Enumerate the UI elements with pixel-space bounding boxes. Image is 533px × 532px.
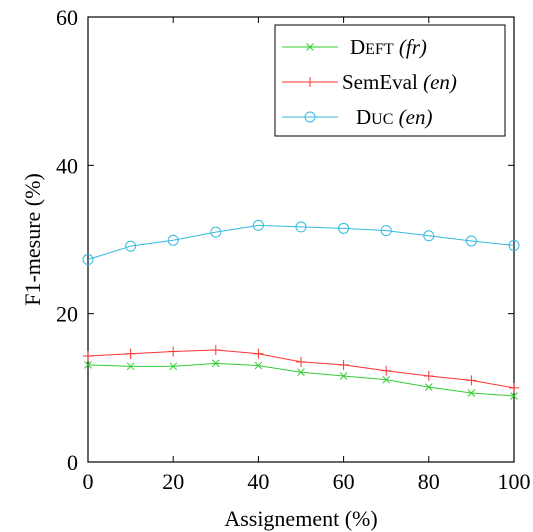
- data-point-duc: [210, 226, 222, 238]
- data-point-duc: [252, 219, 264, 231]
- data-point-deft: [424, 383, 433, 391]
- data-point-semeval: [253, 348, 264, 359]
- legend-entry-semeval: SemEval (en): [282, 70, 457, 94]
- data-point-semeval: [338, 359, 349, 370]
- legend-label-semeval: SemEval (en): [342, 70, 457, 94]
- x-tick-label: 0: [83, 469, 94, 494]
- data-point-duc: [295, 221, 307, 233]
- data-point-deft: [126, 362, 135, 371]
- data-point-semeval: [381, 365, 392, 376]
- axis-ticks: 0 20 40 60 80 100 0 20 40 60: [56, 5, 531, 494]
- legend: DEFT (fr) SemEval (en) DUC (en): [274, 24, 506, 137]
- legend-marker-symbol-deft: [306, 43, 314, 51]
- data-point-duc: [465, 235, 477, 247]
- legend-marker-symbol-semeval: [305, 77, 315, 87]
- data-point-semeval: [509, 382, 519, 393]
- x-tick-label: 80: [418, 469, 440, 494]
- data-point-deft: [297, 368, 305, 377]
- series-line-duc: [87, 224, 515, 261]
- data-point-duc: [82, 254, 94, 266]
- data-point-duc: [167, 234, 179, 246]
- y-tick-label: 20: [56, 302, 78, 327]
- legend-entry-deft: DEFT (fr): [282, 35, 427, 59]
- x-axis-label: Assignement (%): [224, 506, 377, 531]
- y-axis-label: F1-mesure (%): [20, 173, 45, 306]
- data-point-deft: [510, 392, 518, 400]
- legend-label-duc: DUC (en): [356, 105, 432, 129]
- y-tick-label: 60: [56, 5, 78, 30]
- series-line-semeval: [87, 349, 515, 389]
- x-tick-label: 60: [333, 469, 355, 494]
- x-tick-label: 20: [162, 469, 184, 494]
- data-point-duc: [380, 225, 392, 237]
- data-point-semeval: [210, 345, 221, 356]
- x-tick-label: 100: [498, 469, 531, 494]
- data-point-duc: [508, 239, 520, 251]
- data-point-deft: [467, 389, 476, 397]
- data-point-deft: [254, 361, 263, 370]
- series-layer: [82, 219, 520, 400]
- plot-frame: [87, 16, 515, 463]
- data-point-deft: [382, 375, 391, 384]
- data-point-semeval: [466, 375, 477, 386]
- data-point-deft: [84, 360, 92, 369]
- data-point-semeval: [125, 348, 136, 359]
- data-point-semeval: [423, 370, 434, 381]
- data-point-semeval: [168, 346, 179, 357]
- legend-entry-duc: DUC (en): [282, 105, 432, 129]
- series-line-deft: [87, 362, 515, 397]
- data-point-deft: [339, 372, 348, 380]
- data-point-deft: [169, 362, 178, 371]
- data-point-duc: [125, 240, 137, 252]
- x-tick-label: 40: [247, 469, 269, 494]
- legend-marker-deft: [306, 43, 314, 51]
- legend-marker-symbol-duc: [304, 111, 316, 123]
- y-tick-label: 0: [67, 450, 78, 475]
- data-point-duc: [338, 222, 350, 234]
- data-point-semeval: [83, 350, 93, 361]
- legend-marker-duc: [304, 111, 316, 123]
- y-tick-label: 40: [56, 153, 78, 178]
- legend-marker-semeval: [305, 77, 315, 87]
- legend-label-deft: DEFT (fr): [350, 35, 427, 59]
- data-point-semeval: [296, 356, 306, 367]
- data-point-duc: [423, 230, 435, 242]
- data-point-deft: [211, 359, 220, 368]
